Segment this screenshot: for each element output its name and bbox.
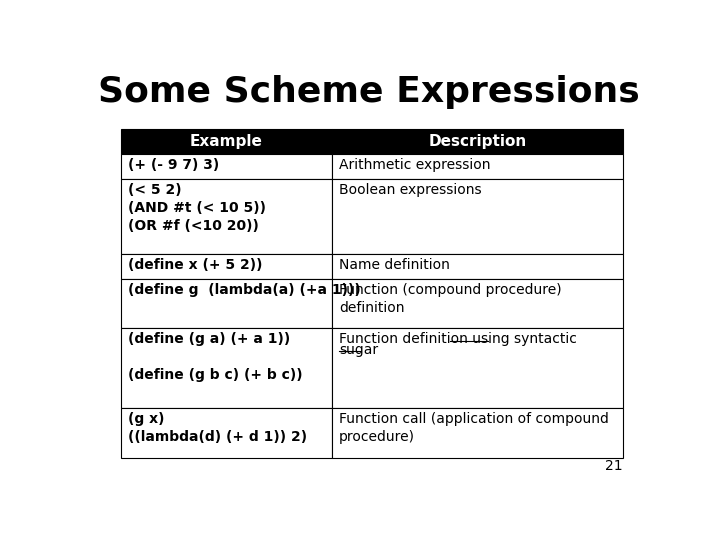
Text: Example: Example <box>189 134 263 149</box>
Text: (define g  (lambda(a) (+a 1))): (define g (lambda(a) (+a 1))) <box>128 283 361 296</box>
Text: 21: 21 <box>606 459 623 473</box>
Bar <box>121 179 332 254</box>
Bar <box>332 328 623 408</box>
Bar <box>332 179 623 254</box>
Text: Boolean expressions: Boolean expressions <box>339 183 482 197</box>
Bar <box>332 129 623 154</box>
Bar <box>121 279 332 328</box>
Text: Function (compound procedure)
definition: Function (compound procedure) definition <box>339 283 562 315</box>
Bar <box>332 154 623 179</box>
Text: Function call (application of compound
procedure): Function call (application of compound p… <box>339 412 608 444</box>
Bar <box>121 408 332 458</box>
Text: Arithmetic expression: Arithmetic expression <box>339 158 490 172</box>
Text: sugar: sugar <box>339 343 378 357</box>
Text: (define x (+ 5 2)): (define x (+ 5 2)) <box>128 258 263 272</box>
Text: Name definition: Name definition <box>339 258 450 272</box>
Text: (define (g a) (+ a 1))

(define (g b c) (+ b c)): (define (g a) (+ a 1)) (define (g b c) (… <box>128 333 302 382</box>
Text: (< 5 2)
(AND #t (< 10 5))
(OR #f (<10 20)): (< 5 2) (AND #t (< 10 5)) (OR #f (<10 20… <box>128 183 266 233</box>
Bar <box>332 279 623 328</box>
Bar <box>121 254 332 279</box>
Text: Some Scheme Expressions: Some Scheme Expressions <box>98 75 640 109</box>
Bar <box>121 328 332 408</box>
Text: (+ (- 9 7) 3): (+ (- 9 7) 3) <box>128 158 219 172</box>
Text: Function definition using syntactic: Function definition using syntactic <box>339 333 577 347</box>
Text: Description: Description <box>428 134 526 149</box>
Bar <box>332 408 623 458</box>
Bar <box>121 129 332 154</box>
Bar <box>121 154 332 179</box>
Text: (g x)
((lambda(d) (+ d 1)) 2): (g x) ((lambda(d) (+ d 1)) 2) <box>128 412 307 444</box>
Bar <box>332 254 623 279</box>
